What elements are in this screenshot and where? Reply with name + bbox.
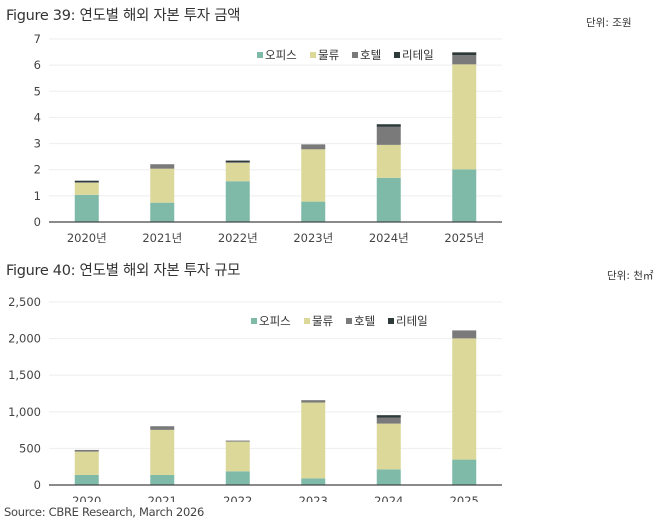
bar-segment: [301, 144, 326, 150]
legend-swatch: [304, 318, 310, 324]
figure-39-unit: 단위: 조원: [586, 17, 632, 29]
bar-segment: [74, 180, 99, 183]
legend-swatch: [352, 52, 358, 58]
bar-segment: [225, 162, 250, 163]
figure-39-title: Figure 39: 연도별 해외 자본 투자 금액: [6, 8, 241, 24]
bar-segment: [150, 474, 175, 485]
bar-segment: [74, 449, 99, 452]
x-tick-label: 2022년: [218, 231, 258, 245]
bar-segment: [150, 429, 175, 475]
x-tick-label: 2022: [223, 494, 252, 502]
bar-segment: [376, 417, 401, 424]
bar-segment: [452, 52, 477, 56]
y-tick-label: 5: [34, 84, 41, 98]
y-tick-label: 4: [34, 110, 41, 124]
legend-label: 물류: [312, 314, 333, 328]
bar-segment: [301, 478, 326, 485]
bar-segment: [225, 181, 250, 222]
legend-swatch: [388, 318, 394, 324]
figure-40-chart: 0 500 1,000 1,500 2,000 2,500 2020 2021 2022 2023…: [8, 295, 502, 502]
x-tick-label: 2021: [148, 494, 177, 502]
bar-segment: [376, 144, 401, 178]
legend-label: 오피스: [265, 48, 297, 62]
figure-40-unit: 단위: 천㎡: [607, 270, 654, 282]
bar-segment: [452, 55, 477, 65]
y-tick-label: 7: [34, 32, 41, 46]
bar-segment: [301, 201, 326, 222]
bar-segment: [150, 168, 175, 203]
bar-segment: [452, 338, 477, 460]
legend-label: 물류: [318, 48, 339, 62]
source-note: Source: CBRE Research, March 2026: [4, 505, 204, 519]
y-tick-label: 1: [34, 189, 41, 203]
bar-segment: [225, 440, 250, 442]
bar-segment: [301, 149, 326, 202]
legend-label: 호텔: [354, 314, 375, 328]
legend-swatch: [257, 52, 263, 58]
legend-label: 리테일: [396, 314, 428, 328]
x-tick-label: 2020년: [67, 231, 107, 245]
bar-segment: [376, 469, 401, 485]
x-tick-label: 2025년: [444, 231, 484, 245]
legend-label: 리테일: [402, 48, 434, 62]
bar-segment: [225, 441, 250, 472]
bar-segment: [376, 124, 401, 127]
y-tick-label: 2: [34, 163, 41, 177]
legend-swatch: [394, 52, 400, 58]
bar-segment: [376, 423, 401, 470]
x-tick-label: 2025: [450, 494, 479, 502]
legend-swatch: [310, 52, 316, 58]
bar-segment: [376, 415, 401, 418]
y-tick-label: 6: [34, 58, 41, 72]
bar-segment: [452, 64, 477, 170]
bar-segment: [452, 169, 477, 222]
y-tick-label: 0: [34, 478, 41, 492]
y-tick-label: 2,000: [8, 332, 41, 346]
bar-segment: [452, 330, 477, 339]
x-tick-label: 2024년: [369, 231, 409, 245]
bar-segment: [74, 194, 99, 222]
bar-segment: [452, 459, 477, 485]
y-tick-label: 3: [34, 137, 41, 151]
legend-label: 오피스: [259, 314, 291, 328]
bar-segment: [150, 426, 175, 430]
figure-40-title: Figure 40: 연도별 해외 자본 투자 규모: [6, 263, 241, 279]
y-tick-label: 0: [34, 215, 41, 229]
bar-segment: [74, 474, 99, 485]
x-tick-label: 2020: [72, 494, 101, 502]
bar-segment: [376, 177, 401, 222]
legend-swatch: [346, 318, 352, 324]
y-tick-label: 500: [19, 441, 41, 455]
legend-label: 호텔: [360, 48, 381, 62]
x-tick-label: 2021년: [142, 231, 182, 245]
bar-segment: [376, 126, 401, 145]
bar-segment: [74, 451, 99, 475]
bar-segment: [74, 182, 99, 183]
y-tick-label: 1,000: [8, 405, 41, 419]
legend-swatch: [251, 318, 257, 324]
bar-segment: [74, 182, 99, 195]
bar-segment: [301, 402, 326, 479]
x-tick-label: 2024: [374, 494, 403, 502]
bar-segment: [301, 400, 326, 403]
figure-39-chart: 0 1 2 3 4 5 6 7 2020년 2021년 2022년 2023년 2024년 2025년 오피…: [34, 32, 502, 245]
bar-segment: [225, 471, 250, 485]
bar-segment: [150, 164, 175, 169]
x-tick-label: 2023년: [293, 231, 333, 245]
bar-segment: [225, 160, 250, 163]
x-tick-label: 2023: [299, 494, 328, 502]
y-tick-label: 1,500: [8, 368, 41, 382]
y-tick-label: 2,500: [8, 295, 41, 309]
bar-segment: [150, 202, 175, 222]
bar-segment: [225, 162, 250, 182]
